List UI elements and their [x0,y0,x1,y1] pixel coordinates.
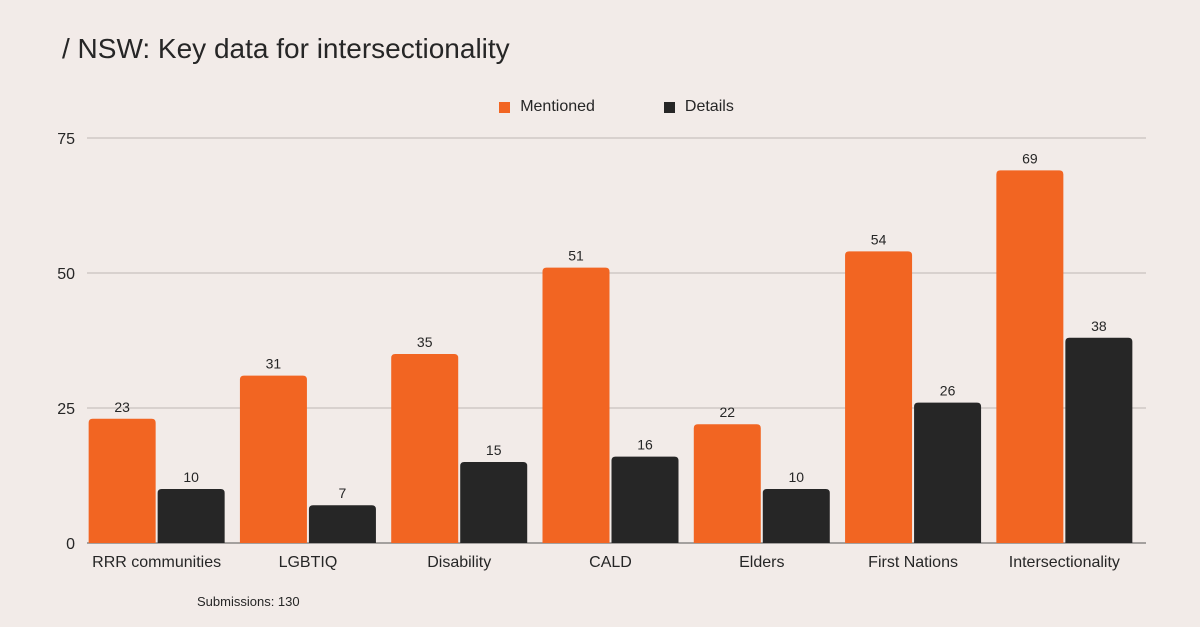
data-label-details-2: 15 [486,442,502,458]
data-label-mentioned-5: 54 [871,231,887,247]
submissions-footnote: Submissions: 130 [197,594,300,609]
x-tick-label-4: Elders [739,554,784,571]
x-tick-label-2: Disability [427,554,491,571]
data-label-mentioned-4: 22 [719,404,735,420]
bar-details-3 [611,456,679,543]
legend-swatch-mentioned [499,101,511,113]
legend-label-details: Details [684,98,734,115]
bar-mentioned-5 [845,251,913,543]
x-tick-label-3: CALD [589,554,632,571]
x-tick-label-1: LGBTIQ [279,554,338,571]
bar-mentioned-0 [88,418,156,543]
x-tick-label-0: RRR communities [92,554,221,571]
bar-details-2 [460,462,528,543]
data-label-details-4: 10 [788,469,804,485]
bar-details-4 [762,489,830,543]
x-tick-label-5: First Nations [868,554,958,571]
legend-item-details: Details [663,98,734,116]
y-tick-label-75: 75 [57,131,75,148]
y-tick-label-0: 0 [66,536,75,553]
data-label-details-1: 7 [339,485,347,501]
bar-details-0 [157,489,225,543]
data-label-details-5: 26 [940,383,956,399]
data-label-mentioned-0: 23 [114,399,130,415]
data-label-details-0: 10 [183,469,199,485]
chart-title: / NSW: Key data for intersectionality [62,33,510,64]
data-label-mentioned-3: 51 [568,248,584,264]
x-tick-label-6: Intersectionality [1009,554,1120,571]
bar-mentioned-4 [693,424,761,543]
bar-details-1 [308,505,376,543]
bar-mentioned-6 [996,170,1064,543]
data-label-mentioned-6: 69 [1022,150,1038,166]
bar-details-6 [1065,337,1133,543]
legend-item-mentioned: Mentioned [499,98,595,116]
data-label-details-3: 16 [637,437,653,453]
bar-mentioned-1 [239,375,307,543]
data-label-details-6: 38 [1091,318,1107,334]
data-label-mentioned-1: 31 [266,356,282,372]
legend: Mentioned Details [0,98,1200,116]
y-tick-label-25: 25 [57,401,75,418]
bar-mentioned-2 [391,354,459,543]
bar-mentioned-3 [542,267,610,543]
legend-label-mentioned: Mentioned [520,98,595,115]
data-label-mentioned-2: 35 [417,334,433,350]
legend-swatch-details [663,101,675,113]
y-tick-label-50: 50 [57,266,75,283]
bar-details-5 [914,402,982,543]
